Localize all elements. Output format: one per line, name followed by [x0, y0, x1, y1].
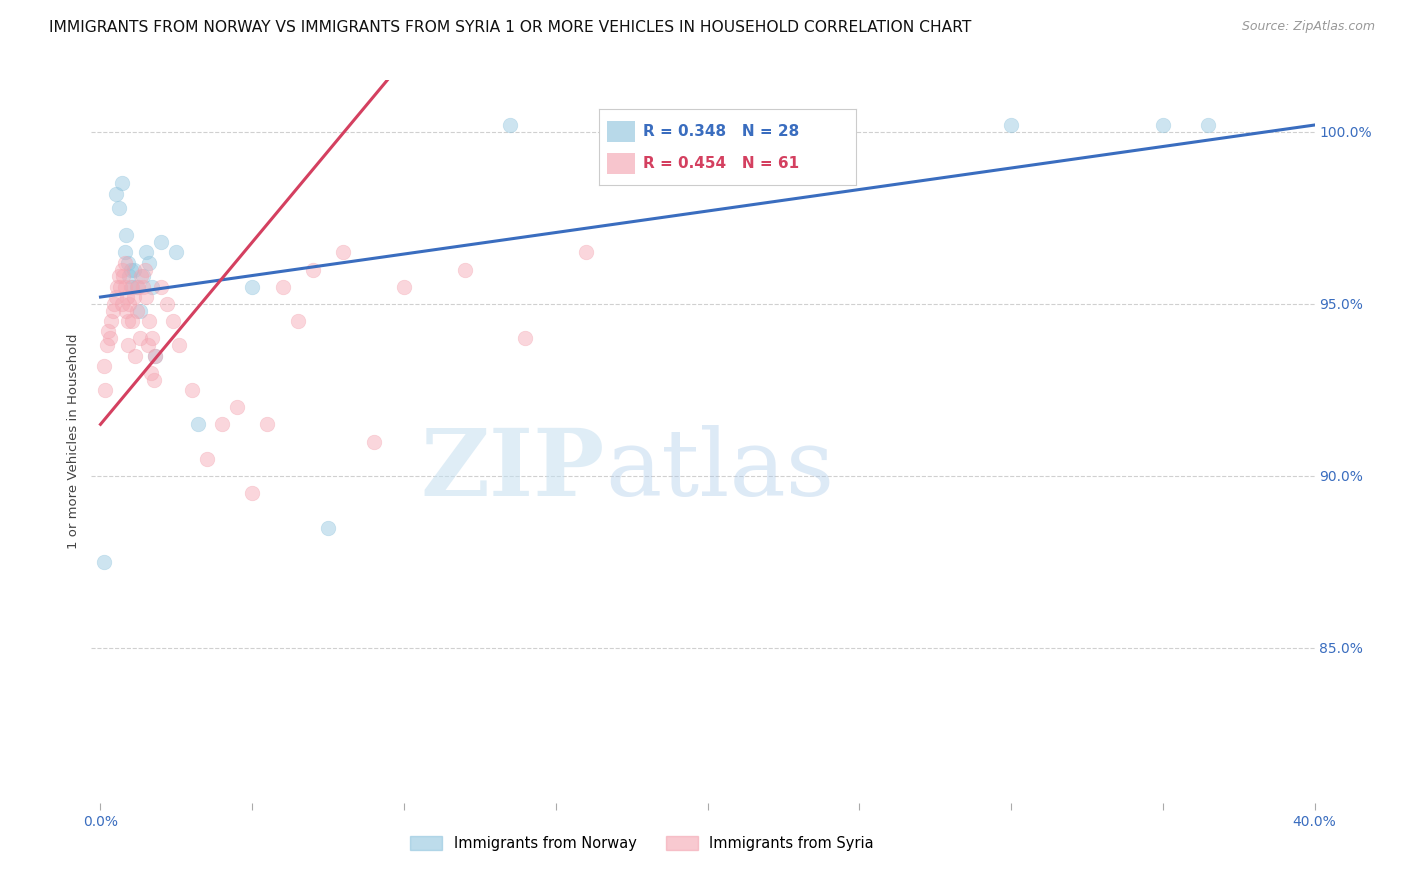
- Point: [103, 297, 125, 311]
- Point: [1197, 118, 1219, 132]
- Point: [332, 245, 354, 260]
- Point: [363, 434, 385, 449]
- Point: [115, 303, 138, 318]
- Point: [97, 325, 120, 339]
- Point: [111, 177, 134, 191]
- Point: [1000, 118, 1022, 132]
- Point: [150, 235, 173, 249]
- Point: [211, 417, 233, 432]
- Point: [117, 314, 139, 328]
- Point: [112, 269, 135, 284]
- Point: [515, 331, 537, 345]
- Point: [141, 279, 163, 293]
- Point: [1152, 118, 1174, 132]
- Point: [141, 331, 163, 345]
- Point: [756, 118, 779, 132]
- Point: [135, 245, 157, 260]
- Point: [256, 417, 278, 432]
- Point: [136, 338, 159, 352]
- Point: [142, 373, 165, 387]
- Point: [131, 269, 153, 284]
- Point: [499, 118, 522, 132]
- Point: [122, 262, 145, 277]
- Point: [132, 269, 155, 284]
- Point: [100, 314, 122, 328]
- Point: [195, 451, 218, 466]
- Point: [107, 201, 129, 215]
- Point: [107, 269, 129, 284]
- Text: IMMIGRANTS FROM NORWAY VS IMMIGRANTS FROM SYRIA 1 OR MORE VEHICLES IN HOUSEHOLD : IMMIGRANTS FROM NORWAY VS IMMIGRANTS FRO…: [49, 20, 972, 35]
- Point: [180, 383, 202, 397]
- Point: [111, 262, 134, 277]
- Point: [132, 279, 155, 293]
- Point: [122, 290, 145, 304]
- Point: [156, 297, 179, 311]
- Point: [104, 186, 127, 201]
- Point: [271, 279, 294, 293]
- Point: [138, 255, 160, 269]
- Point: [454, 262, 477, 277]
- Point: [129, 331, 152, 345]
- Point: [93, 359, 115, 373]
- Point: [127, 279, 149, 293]
- Text: atlas: atlas: [605, 425, 834, 516]
- Point: [105, 279, 128, 293]
- Point: [115, 290, 138, 304]
- Point: [135, 290, 157, 304]
- Point: [240, 279, 263, 293]
- Point: [143, 349, 166, 363]
- Point: [138, 314, 160, 328]
- Point: [162, 314, 184, 328]
- Point: [104, 290, 127, 304]
- Point: [169, 338, 191, 352]
- Point: [302, 262, 325, 277]
- Y-axis label: 1 or more Vehicles in Household: 1 or more Vehicles in Household: [66, 334, 80, 549]
- Point: [165, 245, 187, 260]
- Point: [139, 366, 162, 380]
- Point: [287, 314, 309, 328]
- Point: [125, 303, 148, 318]
- Point: [392, 279, 415, 293]
- Text: ZIP: ZIP: [420, 425, 605, 516]
- Point: [696, 118, 718, 132]
- Point: [666, 118, 689, 132]
- Point: [134, 262, 156, 277]
- Point: [118, 297, 141, 311]
- Legend: Immigrants from Norway, Immigrants from Syria: Immigrants from Norway, Immigrants from …: [404, 830, 880, 857]
- Point: [240, 486, 263, 500]
- Point: [226, 400, 249, 414]
- Text: Source: ZipAtlas.com: Source: ZipAtlas.com: [1241, 20, 1375, 33]
- Point: [118, 269, 141, 284]
- Point: [316, 520, 339, 534]
- Point: [187, 417, 209, 432]
- Point: [94, 383, 117, 397]
- Point: [117, 338, 139, 352]
- Point: [110, 279, 132, 293]
- Point: [121, 279, 143, 293]
- Point: [101, 303, 124, 318]
- Point: [120, 279, 142, 293]
- Point: [117, 255, 139, 269]
- Point: [96, 338, 118, 352]
- Point: [143, 349, 166, 363]
- Point: [93, 555, 115, 569]
- Point: [125, 279, 148, 293]
- Point: [98, 331, 121, 345]
- Point: [114, 255, 136, 269]
- Point: [121, 314, 143, 328]
- Point: [150, 279, 173, 293]
- Point: [129, 303, 152, 318]
- Point: [120, 262, 142, 277]
- Point: [111, 297, 134, 311]
- Point: [115, 228, 138, 243]
- Point: [114, 279, 136, 293]
- Point: [124, 349, 146, 363]
- Point: [575, 245, 598, 260]
- Point: [114, 245, 136, 260]
